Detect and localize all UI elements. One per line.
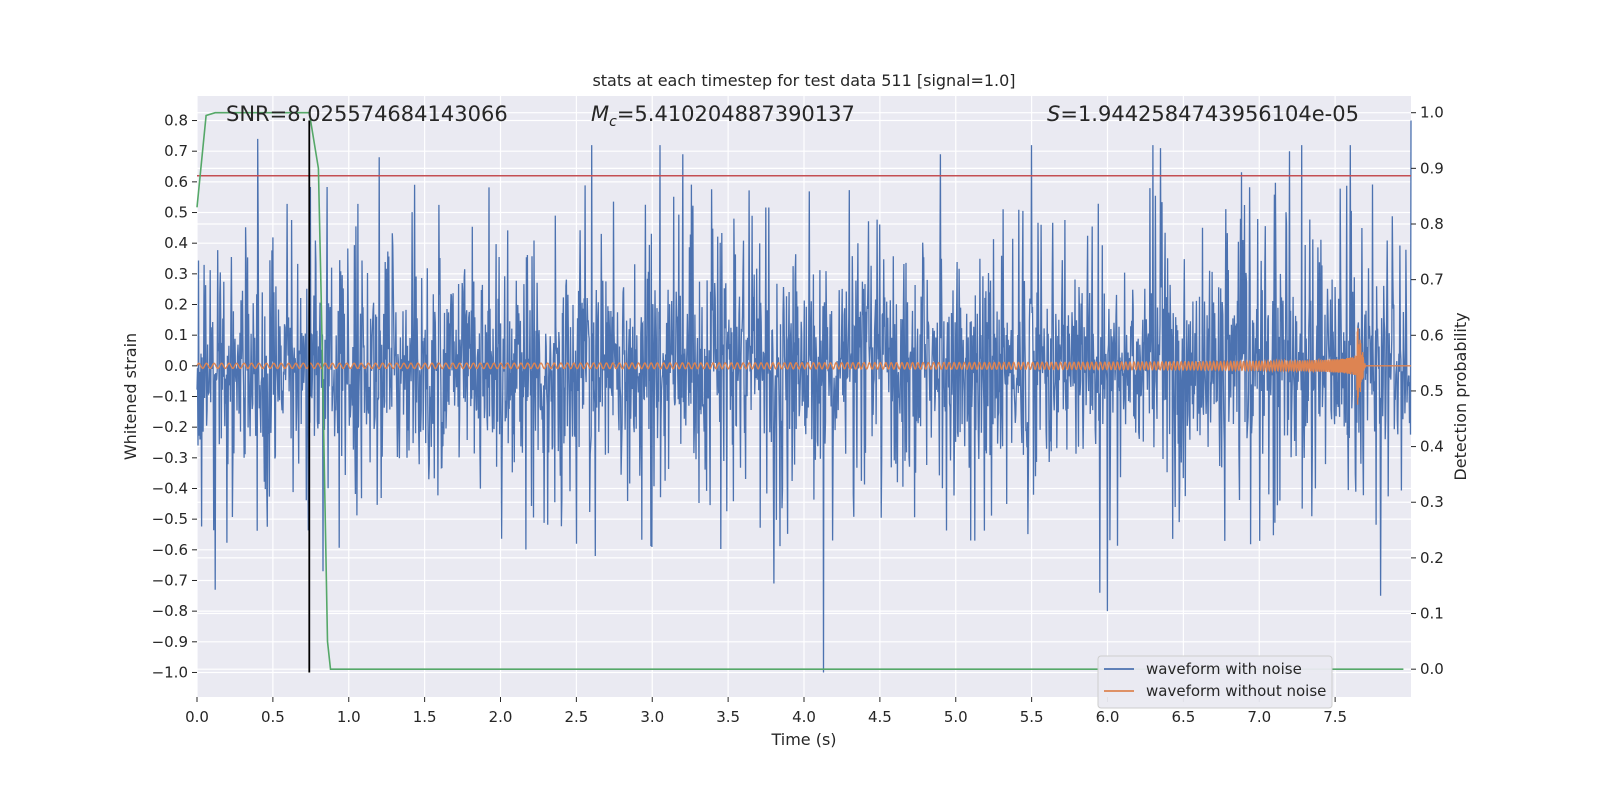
y-tick-label: −0.4 [152,479,188,497]
y-tick-label: 0.1 [164,326,188,344]
y-tick-label: −0.2 [152,418,188,436]
y-tick-label: 0.6 [164,173,188,191]
y-tick-label: 0.4 [164,234,188,252]
y-tick-label: −0.8 [152,602,188,620]
y-tick-label: 0.3 [164,265,188,283]
legend-entry-noisy: waveform with noise [1146,660,1302,678]
x-tick-label: 1.0 [337,708,361,726]
s-value: =1.9442584743956104e-05 [1060,102,1359,126]
y-tick-label: 0.5 [164,204,188,222]
y-tick-label: 0.7 [164,142,188,160]
y-right-tick-label: 0.1 [1420,605,1444,623]
y-right-tick-label: 0.2 [1420,549,1444,567]
x-tick-label: 7.5 [1323,708,1347,726]
y-axis-right-label: Detection probability [1451,312,1470,480]
y-right-tick-label: 0.3 [1420,493,1444,511]
y-right-tick-label: 0.9 [1420,159,1444,177]
clean-waveform-line [196,327,1411,405]
x-tick-label: 6.5 [1171,708,1195,726]
x-tick-label: 4.5 [868,708,892,726]
x-tick-label: 0.5 [261,708,285,726]
legend-box [1097,655,1333,709]
mc-subscript: c [609,114,617,130]
y-right-tick-label: 0.5 [1420,382,1444,400]
y-right-tick-label: 0.4 [1420,438,1444,456]
noisy-waveform-line [196,120,1412,673]
y-tick-label: −0.9 [152,633,188,651]
y-right-tick-label: 0.6 [1420,326,1444,344]
x-tick-label: 5.5 [1020,708,1044,726]
legend-entry-clean: waveform without noise [1146,682,1326,700]
y-tick-label: −0.7 [152,571,188,589]
detection-probability-line [196,111,1404,671]
y-axis-label: Whitened strain [121,333,140,460]
y-tick-label: −1.0 [152,663,188,681]
chart-title: stats at each timestep for test data 511… [592,71,1015,90]
y-tick-label: 0.8 [164,112,188,130]
x-tick-label: 6.0 [1096,708,1120,726]
x-tick-label: 2.5 [564,708,588,726]
y-tick-label: −0.3 [152,449,188,467]
y-right-tick-label: 0.8 [1420,215,1444,233]
x-tick-label: 0.0 [185,708,209,726]
x-axis-label: Time (s) [770,730,836,749]
y-tick-label: 0.2 [164,296,188,314]
s-annotation: S=1.9442584743956104e-05 [1047,102,1359,126]
snr-annotation: SNR=8.025574684143066 [226,102,508,126]
x-tick-label: 7.0 [1247,708,1271,726]
x-tick-label: 3.0 [640,708,664,726]
chirp-mass-annotation: Mc=5.410204887390137 [591,102,855,130]
mc-value: =5.410204887390137 [617,102,855,126]
y-tick-label: 0.0 [164,357,188,375]
x-tick-label: 2.0 [489,708,513,726]
x-tick-label: 1.5 [413,708,437,726]
x-tick-label: 4.0 [792,708,816,726]
y-right-tick-label: 1.0 [1420,104,1444,122]
mc-symbol: M [591,102,609,126]
series-layer [196,111,1412,673]
legend: waveform with noise waveform without noi… [1097,655,1333,709]
y-tick-label: −0.6 [152,541,188,559]
axes-layer: 0.0 0.5 1.0 1.5 2.0 2.5 3.0 3.5 4.0 4.5 5.0 5.5 6.0 6… [152,104,1444,726]
y-right-tick-label: 0.0 [1420,660,1444,678]
y-tick-label: −0.1 [152,388,188,406]
x-tick-label: 3.5 [716,708,740,726]
y-right-tick-label: 0.7 [1420,271,1444,289]
x-tick-label: 5.0 [944,708,968,726]
y-tick-label: −0.5 [152,510,188,528]
s-symbol: S [1047,102,1060,126]
